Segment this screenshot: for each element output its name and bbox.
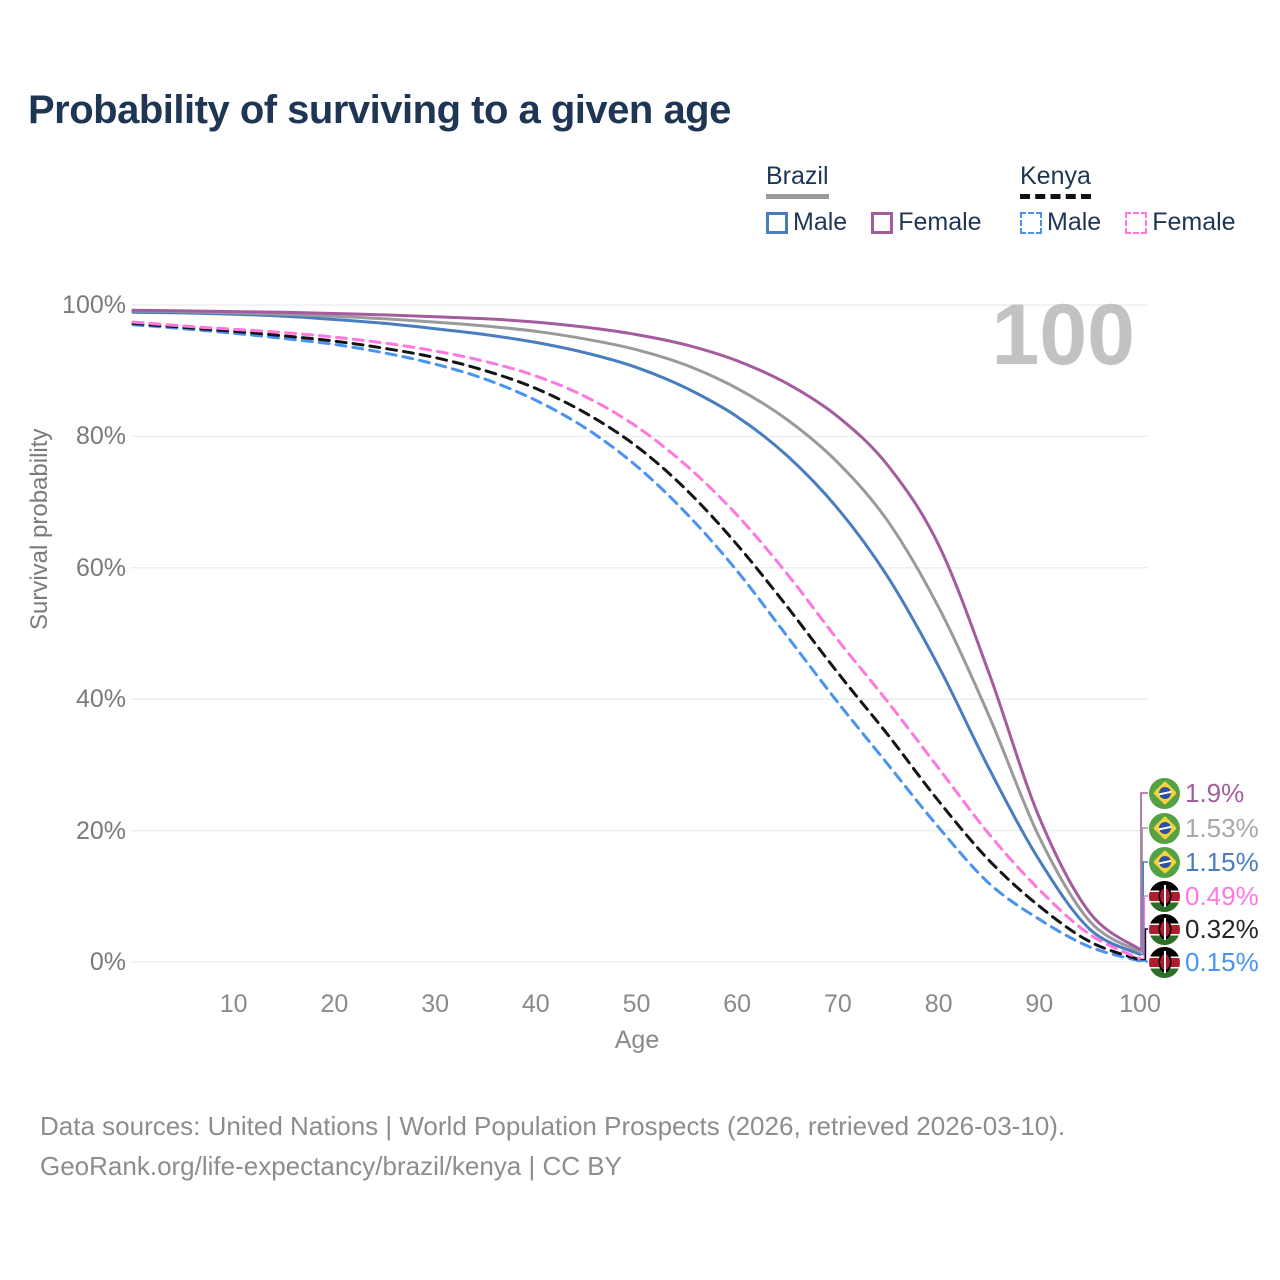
brazil-male-swatch-icon xyxy=(766,211,788,234)
legend-item-label: Female xyxy=(1152,208,1236,236)
end-label-brazil-both[interactable]: 1.53% xyxy=(1149,812,1259,844)
y-tick-label: 40% xyxy=(75,685,126,714)
end-label-kenya-both[interactable]: 0.32% xyxy=(1149,913,1259,945)
legend-item-brazil-female[interactable]: Female xyxy=(871,208,982,237)
x-tick-label: 30 xyxy=(421,990,449,1018)
legend-item-brazil-male[interactable]: Male xyxy=(766,208,847,237)
kenya-flag-icon xyxy=(1149,880,1180,912)
brazil-flag-icon xyxy=(1149,846,1180,878)
y-tick-label: 80% xyxy=(75,422,126,451)
end-label-brazil-female[interactable]: 1.9% xyxy=(1149,777,1244,809)
end-label-value: 0.15% xyxy=(1185,946,1259,977)
x-tick-label: 90 xyxy=(1025,990,1054,1018)
kenya-flag-icon xyxy=(1149,913,1180,945)
hover-age-watermark: 100 xyxy=(991,287,1136,383)
end-label-kenya-male[interactable]: 0.15% xyxy=(1149,946,1259,978)
brazil-female-swatch-icon xyxy=(871,211,894,234)
y-axis-title: Survival probability xyxy=(26,428,53,630)
x-tick-label: 70 xyxy=(823,990,852,1018)
end-label-kenya-female[interactable]: 0.49% xyxy=(1149,880,1259,912)
legend-item-kenya-female[interactable]: Female xyxy=(1125,208,1236,237)
end-label-connector xyxy=(1140,895,1148,960)
kenya-male-swatch-icon xyxy=(1020,211,1042,234)
legend-item-label: Female xyxy=(898,208,982,236)
legend-group-kenya: Kenya Male Female xyxy=(1020,162,1236,237)
end-label-connector xyxy=(1140,928,1148,961)
footer-attribution[interactable]: GeoRank.org/life-expectancy/brazil/kenya… xyxy=(40,1151,622,1182)
series-line-kenya-both-sexes[interactable] xyxy=(131,321,1142,962)
end-label-value: 0.32% xyxy=(1185,913,1259,944)
legend-item-label: Male xyxy=(1047,208,1102,236)
series-line-brazil-both-sexes[interactable] xyxy=(131,309,1142,954)
x-tick-label: 20 xyxy=(320,990,349,1018)
legend-item-kenya-male[interactable]: Male xyxy=(1020,208,1101,237)
kenya-flag-icon xyxy=(1149,946,1180,978)
legend-group-brazil: Brazil Male Female xyxy=(766,162,982,237)
x-tick-label: 10 xyxy=(219,990,248,1018)
end-label-connector xyxy=(1140,827,1148,953)
x-tick-label: 80 xyxy=(924,990,953,1018)
x-tick-label: 50 xyxy=(622,990,651,1018)
brazil-flag-icon xyxy=(1149,777,1180,809)
footer: Data sources: United Nations | World Pop… xyxy=(40,1106,1065,1187)
end-label-connector xyxy=(1140,792,1148,951)
x-axis-title: Age xyxy=(614,1026,660,1054)
y-tick-label: 100% xyxy=(62,291,126,319)
end-label-brazil-male[interactable]: 1.15% xyxy=(1149,846,1259,878)
x-tick-label: 60 xyxy=(723,990,752,1018)
y-tick-label: 0% xyxy=(89,948,126,976)
legend-brazil-header[interactable]: Brazil xyxy=(766,162,829,199)
end-label-value: 1.53% xyxy=(1185,812,1259,843)
page-title: Probability of surviving to a given age xyxy=(28,88,731,132)
end-label-connector xyxy=(1140,861,1148,956)
end-label-value: 1.15% xyxy=(1185,846,1259,877)
end-label-value: 1.9% xyxy=(1185,777,1245,808)
y-tick-label: 60% xyxy=(75,553,126,582)
legend-item-label: Male xyxy=(793,208,848,236)
x-tick-label: 40 xyxy=(521,990,550,1018)
y-tick-label: 20% xyxy=(75,816,126,845)
series-line-kenya-female[interactable] xyxy=(131,320,1142,961)
series-line-brazil-male[interactable] xyxy=(131,310,1142,956)
brazil-flag-icon xyxy=(1149,812,1180,844)
x-tick-label: 100 xyxy=(1119,990,1161,1018)
legend-brazil-items: Male Female xyxy=(766,208,982,237)
legend-kenya-items: Male Female xyxy=(1020,208,1236,237)
legend-kenya-header[interactable]: Kenya xyxy=(1020,162,1091,199)
series-line-brazil-female[interactable] xyxy=(131,308,1142,951)
series-line-kenya-male[interactable] xyxy=(131,323,1142,963)
kenya-female-swatch-icon xyxy=(1125,211,1148,234)
end-label-value: 0.49% xyxy=(1185,880,1259,911)
end-label-connector xyxy=(1140,960,1148,963)
footer-data-sources: Data sources: United Nations | World Pop… xyxy=(40,1111,1066,1141)
